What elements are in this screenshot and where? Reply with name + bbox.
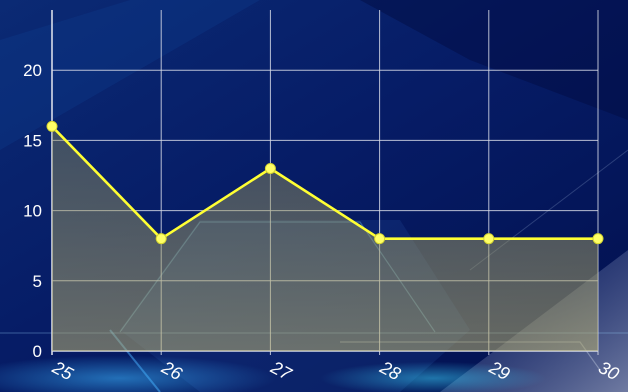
y-tick-label-5: 5	[33, 272, 42, 291]
y-tick-label-15: 15	[23, 131, 42, 150]
y-axis-tick-labels: 0 5 10 15 20	[23, 61, 42, 361]
data-point-25	[46, 120, 58, 132]
series-line	[51, 125, 598, 240]
y-tick-label-0: 0	[33, 342, 42, 361]
data-point-26	[155, 233, 167, 245]
data-point-28	[374, 233, 386, 245]
series-markers	[46, 120, 604, 245]
area-fill	[52, 126, 598, 351]
data-point-29	[483, 233, 495, 245]
area-series-1	[52, 126, 598, 351]
y-tick-label-10: 10	[23, 202, 42, 221]
y-tick-label-20: 20	[23, 61, 42, 80]
line-series-1	[51, 125, 598, 240]
data-point-27	[264, 162, 276, 174]
data-point-30	[592, 233, 604, 245]
